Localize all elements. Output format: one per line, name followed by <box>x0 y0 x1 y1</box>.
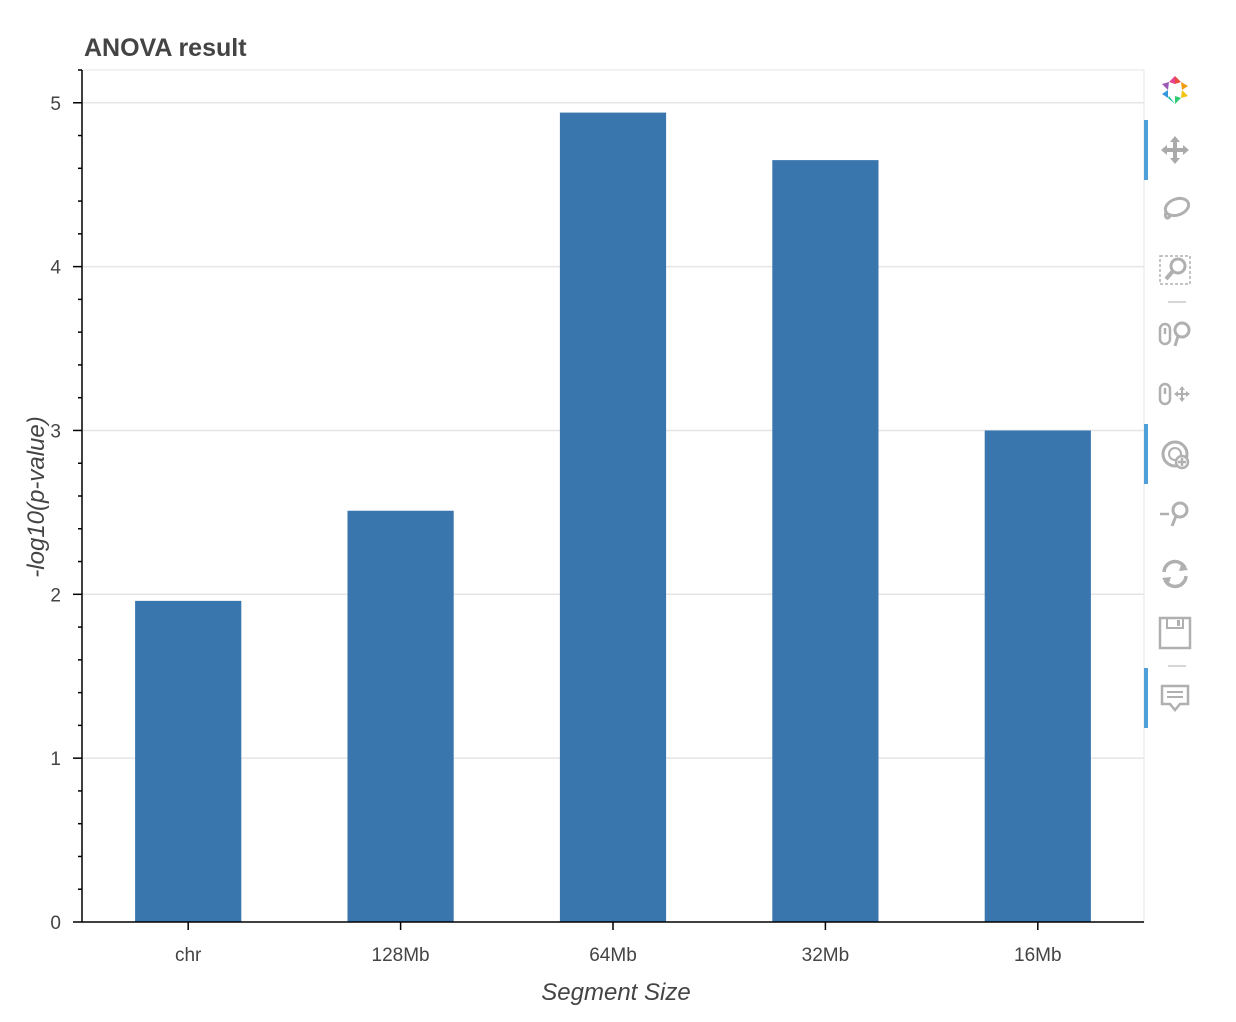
xwheel-zoom-icon <box>1158 321 1191 347</box>
active-indicator <box>1144 668 1148 728</box>
active-indicator <box>1144 120 1148 180</box>
zoom-in-icon <box>1161 440 1190 470</box>
y-tick-label: 1 <box>50 749 61 770</box>
pan-icon <box>1161 136 1189 164</box>
y-tick-label: 4 <box>50 258 61 279</box>
y-axis: 0 1 2 3 4 5 <box>50 69 83 934</box>
bars[interactable] <box>135 112 1091 923</box>
box-zoom-button[interactable] <box>1144 240 1206 300</box>
lasso-select-icon <box>1163 196 1191 220</box>
active-indicator <box>1144 424 1148 484</box>
y-axis-label: -log10(p-value) <box>23 416 50 577</box>
reset-button[interactable] <box>1144 544 1206 604</box>
reset-icon <box>1162 559 1188 589</box>
box-zoom-icon <box>1159 255 1191 285</box>
y-tick-label: 0 <box>50 913 61 934</box>
hover-icon <box>1160 684 1190 712</box>
toolbar <box>1144 60 1206 760</box>
x-axis: chr 128Mb 64Mb 32Mb 16Mb <box>82 921 1144 966</box>
zoom-out-icon <box>1160 501 1189 527</box>
y-tick-label: 2 <box>50 585 61 606</box>
x-axis-label: Segment Size <box>541 979 690 1006</box>
chart-title: ANOVA result <box>84 34 247 62</box>
hover-button[interactable] <box>1144 668 1206 728</box>
save-icon <box>1158 616 1192 650</box>
bar[interactable] <box>135 600 242 922</box>
x-tick-label: 128Mb <box>372 945 430 966</box>
xwheel-pan-icon <box>1158 382 1190 406</box>
xwheel-zoom-button[interactable] <box>1144 304 1206 364</box>
x-tick-label: 32Mb <box>802 945 850 966</box>
bar[interactable] <box>772 160 879 923</box>
toolbar-separator <box>1168 665 1186 667</box>
bar[interactable] <box>559 112 667 923</box>
toolbar-separator <box>1168 301 1186 303</box>
x-tick-label: 64Mb <box>589 945 637 966</box>
bar[interactable] <box>347 510 454 922</box>
xwheel-pan-button[interactable] <box>1144 364 1206 424</box>
pan-tool-button[interactable] <box>1144 120 1206 180</box>
zoom-in-button[interactable] <box>1144 424 1206 484</box>
y-tick-label: 3 <box>50 421 61 442</box>
bar[interactable] <box>984 430 1091 922</box>
x-tick-label: 16Mb <box>1014 945 1062 966</box>
bokeh-logo-icon <box>1162 76 1188 104</box>
lasso-select-button[interactable] <box>1144 180 1206 240</box>
bokeh-logo[interactable] <box>1144 60 1206 120</box>
save-button[interactable] <box>1144 604 1206 664</box>
y-tick-label: 5 <box>50 94 61 115</box>
zoom-out-button[interactable] <box>1144 484 1206 544</box>
x-tick-label: chr <box>175 945 202 966</box>
